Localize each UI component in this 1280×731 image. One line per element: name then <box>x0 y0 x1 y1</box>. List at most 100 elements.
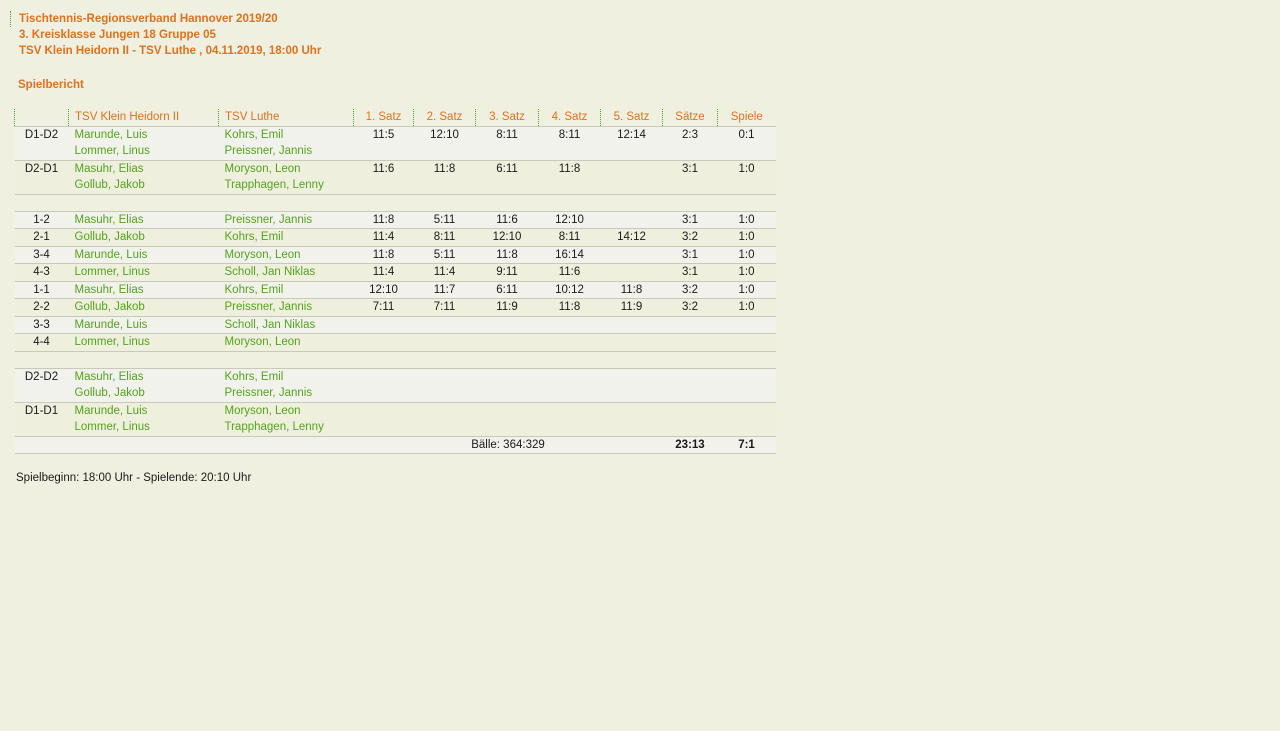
set-3-score: 11:8 <box>475 246 539 264</box>
set-4-score: 8:11 <box>538 126 601 161</box>
section-title: Spielbericht <box>18 79 84 91</box>
sets-result: 3:1 <box>662 160 718 195</box>
set-3-score: 9:11 <box>475 263 539 282</box>
games-result: 1:0 <box>717 228 776 247</box>
set-4-score: 11:8 <box>538 298 601 317</box>
games-total: 7:1 <box>717 436 776 454</box>
set-5-score: 12:14 <box>600 126 663 161</box>
away-players: Kohrs, Emil <box>218 281 354 299</box>
player-name[interactable]: Trapphagen, Lenny <box>224 179 324 191</box>
set-4-score: 11:6 <box>538 263 601 282</box>
match-label: D2-D1 <box>14 160 69 195</box>
set-2-score: 11:7 <box>413 281 476 299</box>
totals-row: Bälle: 364:329 23:13 7:1 <box>14 436 776 454</box>
col-header-sets: Sätze <box>662 109 718 127</box>
games-result: 1:0 <box>717 246 776 264</box>
match-row: 3-4 Marunde, Luis Moryson, Leon 11:8 5:11 11:… <box>14 246 776 264</box>
games-result: 1:0 <box>717 298 776 317</box>
set-2-score <box>413 402 476 437</box>
match-label: D2-D2 <box>14 368 69 403</box>
col-header-home-team[interactable]: TSV Klein Heidorn II <box>68 109 219 127</box>
set-3-score: 11:6 <box>475 211 539 229</box>
home-players: Marunde, Luis <box>68 246 219 264</box>
match-rows: D1-D2 Marunde, Luis Lommer, Linus Kohrs, Em… <box>14 126 776 437</box>
league-title: 3. Kreisklasse Jungen 18 Gruppe 05 <box>19 29 216 41</box>
set-4-score <box>538 368 601 403</box>
away-players: Scholl, Jan Niklas <box>218 263 354 282</box>
set-2-score: 5:11 <box>413 211 476 229</box>
home-players: Gollub, Jakob <box>68 228 219 247</box>
set-1-score: 11:4 <box>353 263 414 282</box>
away-players: Kohrs, Emil <box>218 228 354 247</box>
player-name[interactable]: Lommer, Linus <box>74 266 150 278</box>
player-name[interactable]: Preissner, Jannis <box>224 145 313 157</box>
player-name[interactable]: Moryson, Leon <box>224 404 301 417</box>
away-players: Preissner, Jannis <box>218 211 354 229</box>
player-name[interactable]: Preissner, Jannis <box>224 213 313 226</box>
player-name[interactable]: Marunde, Luis <box>74 248 148 261</box>
home-players: Masuhr, Elias Gollub, Jakob <box>68 368 219 403</box>
set-2-score: 5:11 <box>413 246 476 264</box>
player-name[interactable]: Lommer, Linus <box>74 336 150 348</box>
set-1-score: 11:4 <box>353 228 414 247</box>
player-name[interactable]: Kohrs, Emil <box>224 283 284 296</box>
away-players: Moryson, Leon Trapphagen, Lenny <box>218 402 354 437</box>
col-header-set-5: 5. Satz <box>600 109 663 127</box>
player-name[interactable]: Kohrs, Emil <box>224 370 284 383</box>
away-players: Kohrs, Emil Preissner, Jannis <box>218 126 354 161</box>
set-3-score <box>475 368 539 403</box>
col-header-set-3: 3. Satz <box>475 109 539 127</box>
player-name[interactable]: Preissner, Jannis <box>224 301 313 313</box>
set-2-score <box>413 333 476 352</box>
player-name[interactable]: Marunde, Luis <box>74 404 148 417</box>
player-name[interactable]: Moryson, Leon <box>224 248 301 261</box>
col-header-match <box>14 109 69 127</box>
player-name[interactable]: Preissner, Jannis <box>224 387 313 399</box>
home-players: Marunde, Luis Lommer, Linus <box>68 402 219 437</box>
player-name[interactable]: Lommer, Linus <box>74 145 150 157</box>
player-name[interactable]: Moryson, Leon <box>224 162 301 175</box>
player-name[interactable]: Scholl, Jan Niklas <box>224 266 316 278</box>
player-name[interactable]: Gollub, Jakob <box>74 387 145 399</box>
player-name[interactable]: Kohrs, Emil <box>224 128 284 141</box>
set-4-score <box>538 316 601 334</box>
player-name[interactable]: Gollub, Jakob <box>74 231 145 243</box>
match-label: 3-4 <box>14 246 69 264</box>
sets-result: 3:2 <box>662 281 718 299</box>
set-1-score <box>353 402 414 437</box>
match-label: 4-3 <box>14 263 69 282</box>
set-3-score: 11:9 <box>475 298 539 317</box>
set-5-score <box>600 402 663 437</box>
away-players: Moryson, Leon <box>218 333 354 352</box>
sets-result: 3:1 <box>662 211 718 229</box>
set-3-score: 6:11 <box>475 281 539 299</box>
col-header-away-team[interactable]: TSV Luthe <box>218 109 354 127</box>
player-name[interactable]: Scholl, Jan Niklas <box>224 318 316 331</box>
set-2-score <box>413 316 476 334</box>
col-header-games: Spiele <box>717 109 776 127</box>
set-1-score: 11:6 <box>353 160 414 195</box>
home-players: Marunde, Luis Lommer, Linus <box>68 126 219 161</box>
player-name[interactable]: Masuhr, Elias <box>74 162 144 175</box>
player-name[interactable]: Trapphagen, Lenny <box>224 421 324 433</box>
home-players: Lommer, Linus <box>68 263 219 282</box>
player-name[interactable]: Gollub, Jakob <box>74 301 145 313</box>
player-name[interactable]: Masuhr, Elias <box>74 283 144 296</box>
set-4-score: 8:11 <box>538 228 601 247</box>
match-label: 3-3 <box>14 316 69 334</box>
table-header-row: TSV Klein Heidorn II TSV Luthe 1. Satz 2… <box>14 109 776 127</box>
player-name[interactable]: Masuhr, Elias <box>74 370 144 383</box>
player-name[interactable]: Moryson, Leon <box>224 336 301 348</box>
games-result <box>717 368 776 403</box>
player-name[interactable]: Marunde, Luis <box>74 128 148 141</box>
player-name[interactable]: Masuhr, Elias <box>74 213 144 226</box>
player-name[interactable]: Marunde, Luis <box>74 318 148 331</box>
match-label: 1-2 <box>14 211 69 229</box>
player-name[interactable]: Lommer, Linus <box>74 421 150 433</box>
games-result: 1:0 <box>717 160 776 195</box>
set-1-score: 11:5 <box>353 126 414 161</box>
set-1-score <box>353 368 414 403</box>
set-5-score <box>600 368 663 403</box>
player-name[interactable]: Kohrs, Emil <box>224 231 284 243</box>
player-name[interactable]: Gollub, Jakob <box>74 179 145 191</box>
